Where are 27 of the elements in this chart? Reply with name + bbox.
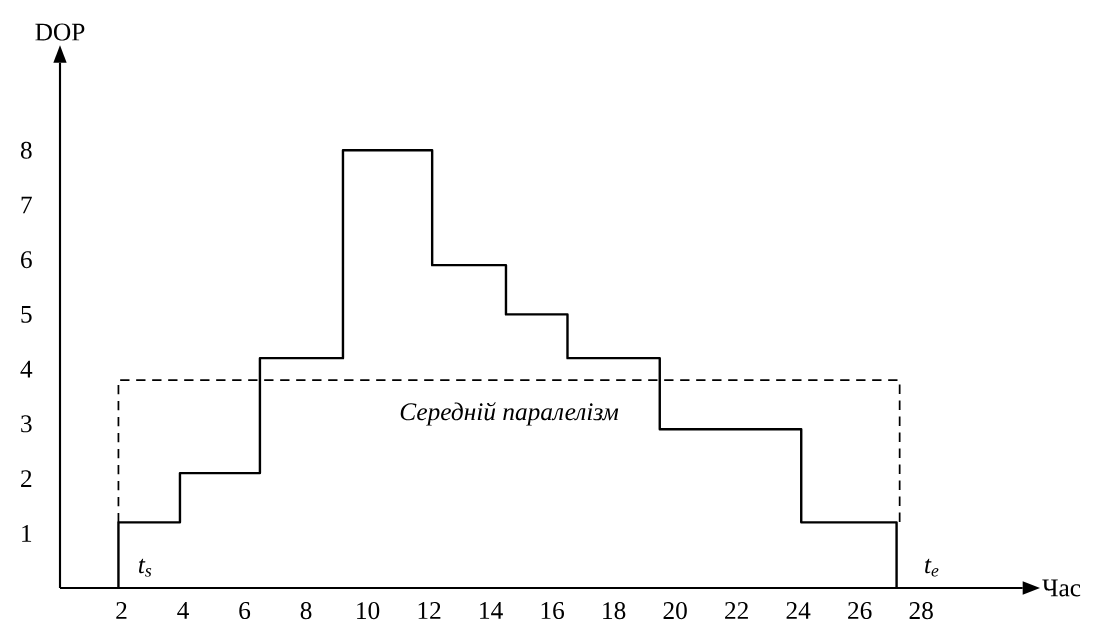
x-tick-label: 18 (603, 602, 626, 620)
x-tick-label: 26 (848, 602, 872, 620)
y-tick-label: 4 (20, 360, 33, 378)
annotation: t$_{s}$ (138, 558, 152, 577)
annotation: Середній паралелізм (400, 402, 619, 426)
x-axis-title: Час (1042, 579, 1081, 597)
x-tick-label: 20 (663, 602, 687, 620)
y-tick-label: 6 (21, 251, 32, 269)
y-axis-title: DOP (35, 23, 85, 41)
y-tick-label: 2 (21, 470, 32, 487)
annotation: t$_{e}$ (925, 558, 939, 577)
x-tick-label: 12 (418, 602, 441, 619)
y-tick-label: 1 (22, 524, 32, 542)
x-tick-label: 16 (541, 602, 565, 620)
x-tick-label: 24 (786, 602, 811, 619)
x-tick-label: 14 (480, 602, 503, 619)
x-tick-label: 4 (177, 602, 189, 619)
x-tick-label: 28 (909, 602, 933, 620)
x-tick-label: 2 (116, 602, 127, 619)
y-tick-label: 7 (21, 196, 32, 214)
y-tick-label: 5 (21, 305, 32, 323)
x-tick-label: 10 (357, 602, 380, 620)
y-tick-label: 8 (20, 141, 32, 159)
x-tick-label: 8 (300, 602, 312, 620)
x-tick-label: 22 (725, 602, 748, 619)
y-tick-label: 3 (21, 415, 32, 433)
x-tick-label: 6 (239, 602, 251, 620)
